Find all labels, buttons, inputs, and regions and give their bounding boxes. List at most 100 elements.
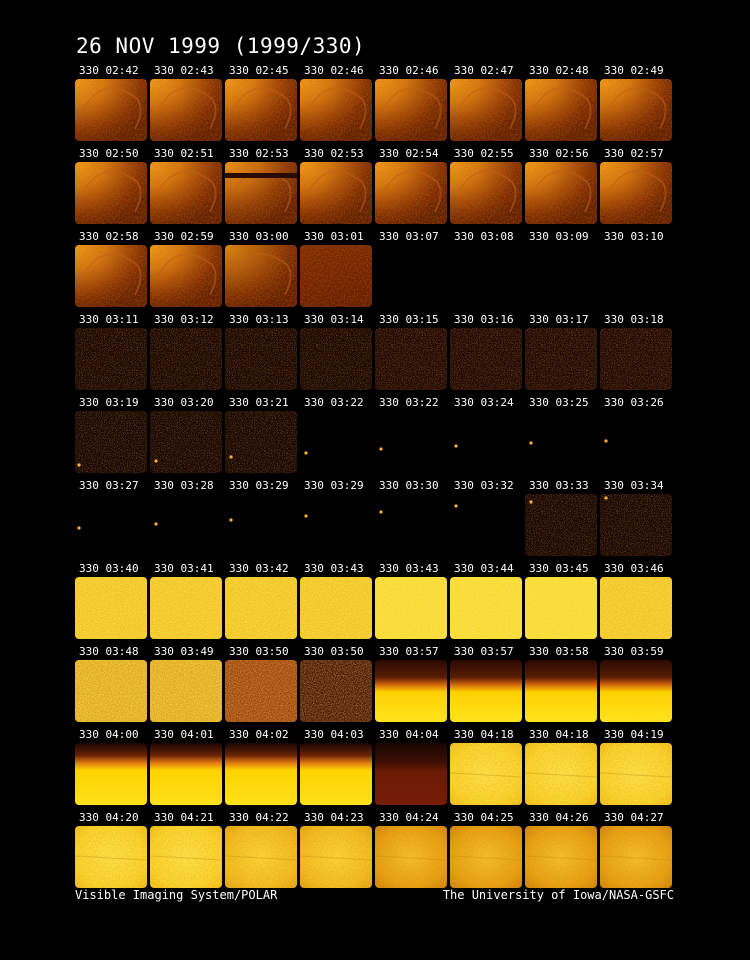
frame-texture — [150, 245, 222, 307]
frame-texture — [150, 411, 222, 473]
frame-texture — [375, 577, 447, 639]
frame-timestamp: 330 02:59 — [154, 230, 214, 243]
frame-timestamp: 330 02:50 — [79, 147, 139, 160]
aurora-oval-arc — [307, 170, 367, 213]
star-point — [77, 526, 81, 530]
image-frame — [150, 79, 222, 141]
image-frame — [375, 743, 447, 805]
frame-timestamp: 330 03:50 — [229, 645, 289, 658]
frame-timestamp: 330 03:07 — [379, 230, 439, 243]
aurora-oval-arc — [157, 170, 217, 213]
frame-timestamp: 330 03:59 — [604, 645, 664, 658]
frame-timestamp: 330 03:29 — [304, 479, 364, 492]
frame-timestamp: 330 03:13 — [229, 313, 289, 326]
image-frame — [150, 162, 222, 224]
frame-texture — [75, 245, 147, 307]
frame-timestamp: 330 04:23 — [304, 811, 364, 824]
image-frame — [150, 577, 222, 639]
frame-texture — [600, 577, 672, 639]
image-frame — [225, 79, 297, 141]
frame-texture — [600, 660, 672, 722]
frame-texture — [450, 79, 522, 141]
frame-texture — [450, 245, 522, 307]
star-point — [304, 514, 308, 518]
frame-texture — [150, 79, 222, 141]
faint-streak — [525, 772, 597, 778]
frame-texture — [225, 79, 297, 141]
frame-texture — [300, 245, 372, 307]
frame-texture — [525, 660, 597, 722]
frame-timestamp: 330 03:12 — [154, 313, 214, 326]
star-point — [379, 447, 383, 451]
frame-texture — [375, 245, 447, 307]
image-frame — [150, 743, 222, 805]
frame-timestamp: 330 04:19 — [604, 728, 664, 741]
aurora-oval-arc — [232, 253, 292, 296]
frame-texture — [75, 79, 147, 141]
frame-texture — [229, 518, 233, 522]
frame-timestamp: 330 02:47 — [454, 64, 514, 77]
frame-texture — [150, 162, 222, 224]
frame-timestamp: 330 04:03 — [304, 728, 364, 741]
frame-timestamp: 330 03:34 — [604, 479, 664, 492]
frame-timestamp: 330 03:58 — [529, 645, 589, 658]
faint-streak — [375, 855, 447, 861]
image-frame — [450, 411, 522, 473]
faint-streak — [300, 855, 372, 861]
frame-texture — [150, 660, 222, 722]
frame-texture — [600, 328, 672, 390]
image-frame — [525, 743, 597, 805]
frame-texture — [304, 451, 308, 455]
image-frame — [225, 826, 297, 888]
image-frame — [225, 577, 297, 639]
aurora-oval-arc — [382, 170, 442, 213]
frame-timestamp: 330 03:20 — [154, 396, 214, 409]
frame-timestamp: 330 03:43 — [379, 562, 439, 575]
frame-texture — [450, 743, 522, 805]
frame-texture — [600, 162, 672, 224]
frame-timestamp: 330 02:42 — [79, 64, 139, 77]
image-frame — [75, 79, 147, 141]
image-frame — [375, 245, 447, 307]
image-frame — [300, 245, 372, 307]
image-frame — [375, 826, 447, 888]
image-frame — [75, 411, 147, 473]
frame-timestamp: 330 02:56 — [529, 147, 589, 160]
aurora-oval-arc — [607, 170, 667, 213]
frame-texture — [379, 447, 383, 451]
image-frame — [150, 826, 222, 888]
image-frame — [525, 328, 597, 390]
frame-texture — [75, 577, 147, 639]
image-frame — [525, 162, 597, 224]
frame-texture — [454, 504, 458, 508]
frame-timestamp: 330 02:46 — [304, 64, 364, 77]
star-point — [77, 463, 81, 467]
frame-texture — [600, 743, 672, 805]
frame-texture — [225, 826, 297, 888]
image-frame — [450, 328, 522, 390]
image-frame — [225, 494, 297, 556]
image-frame — [75, 743, 147, 805]
image-frame — [150, 411, 222, 473]
frame-texture — [375, 162, 447, 224]
image-frame — [375, 660, 447, 722]
star-point — [529, 500, 533, 504]
frame-texture — [300, 660, 372, 722]
aurora-oval-arc — [607, 87, 667, 130]
frame-timestamp: 330 04:27 — [604, 811, 664, 824]
frame-texture — [150, 577, 222, 639]
image-frame — [525, 411, 597, 473]
frame-timestamp: 330 04:02 — [229, 728, 289, 741]
frame-timestamp: 330 03:30 — [379, 479, 439, 492]
frame-texture — [225, 743, 297, 805]
frame-texture — [450, 577, 522, 639]
frame-timestamp: 330 02:49 — [604, 64, 664, 77]
frame-timestamp: 330 02:53 — [229, 147, 289, 160]
frame-texture — [604, 439, 608, 443]
image-frame — [75, 660, 147, 722]
frame-timestamp: 330 03:17 — [529, 313, 589, 326]
star-point — [229, 518, 233, 522]
frame-texture — [225, 328, 297, 390]
frame-texture — [450, 328, 522, 390]
